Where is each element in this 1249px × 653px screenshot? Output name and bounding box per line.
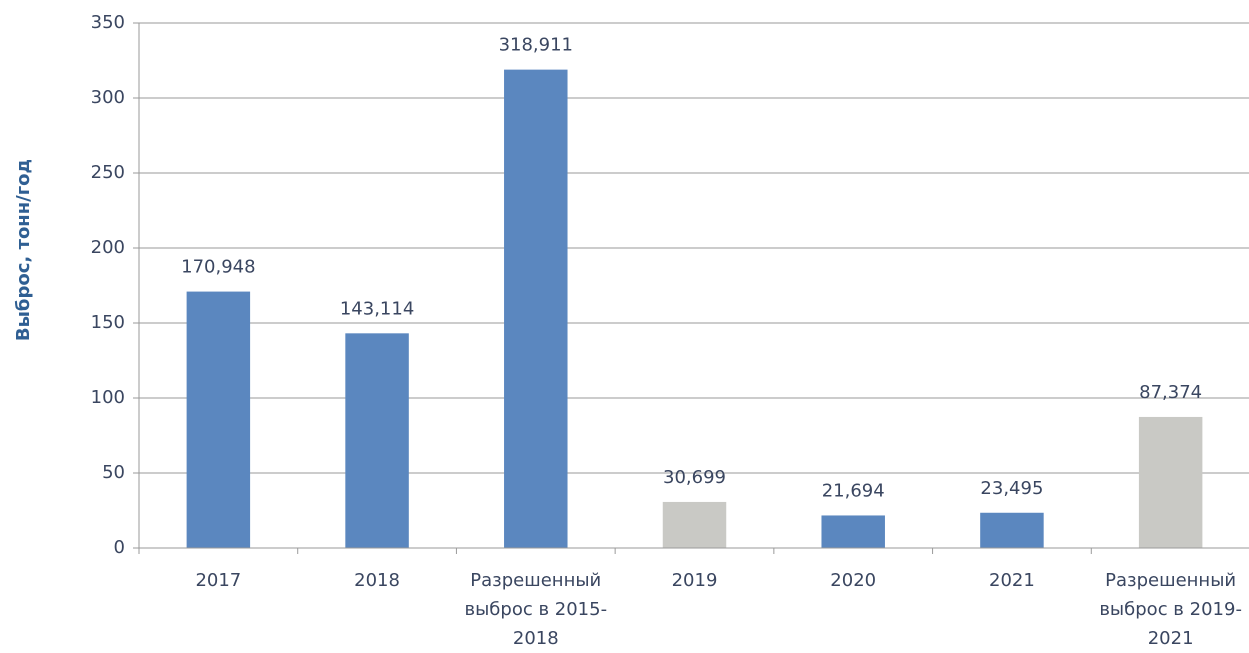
bar <box>504 69 568 549</box>
y-tick-label: 150 <box>91 312 125 333</box>
x-tick-label: 2020 <box>830 570 877 591</box>
x-tick-label: Разрешенный выброс в 2015-2018 <box>464 570 608 649</box>
data-label: 23,495 <box>980 478 1043 499</box>
y-tick-label: 0 <box>114 537 125 558</box>
bar <box>662 501 727 548</box>
x-tick-label: 2017 <box>195 570 242 591</box>
bar <box>1138 416 1203 548</box>
x-tick-label: 2018 <box>354 570 400 591</box>
data-label: 143,114 <box>340 298 414 319</box>
x-tick-label: Разрешенный выброс в 2019-2021 <box>1099 570 1242 649</box>
bar <box>186 291 251 548</box>
x-tick-label: 2019 <box>671 570 718 591</box>
bar <box>345 333 409 548</box>
x-tick-label: 2021 <box>989 570 1035 591</box>
data-label: 170,948 <box>181 257 255 278</box>
y-tick-label: 300 <box>91 87 125 108</box>
data-label: 318,911 <box>499 35 573 56</box>
data-label: 30,699 <box>663 467 726 488</box>
y-tick-label: 250 <box>91 162 125 183</box>
data-label: 87,374 <box>1139 382 1202 403</box>
data-label: 21,694 <box>822 480 885 501</box>
y-tick-label: 350 <box>91 12 125 33</box>
y-axis-label: Выброс, тонн/год <box>13 159 34 341</box>
bar <box>821 515 885 548</box>
y-tick-label: 50 <box>102 462 125 483</box>
y-tick-label: 200 <box>91 237 125 258</box>
y-tick-label: 100 <box>91 387 125 408</box>
bar <box>980 512 1044 548</box>
